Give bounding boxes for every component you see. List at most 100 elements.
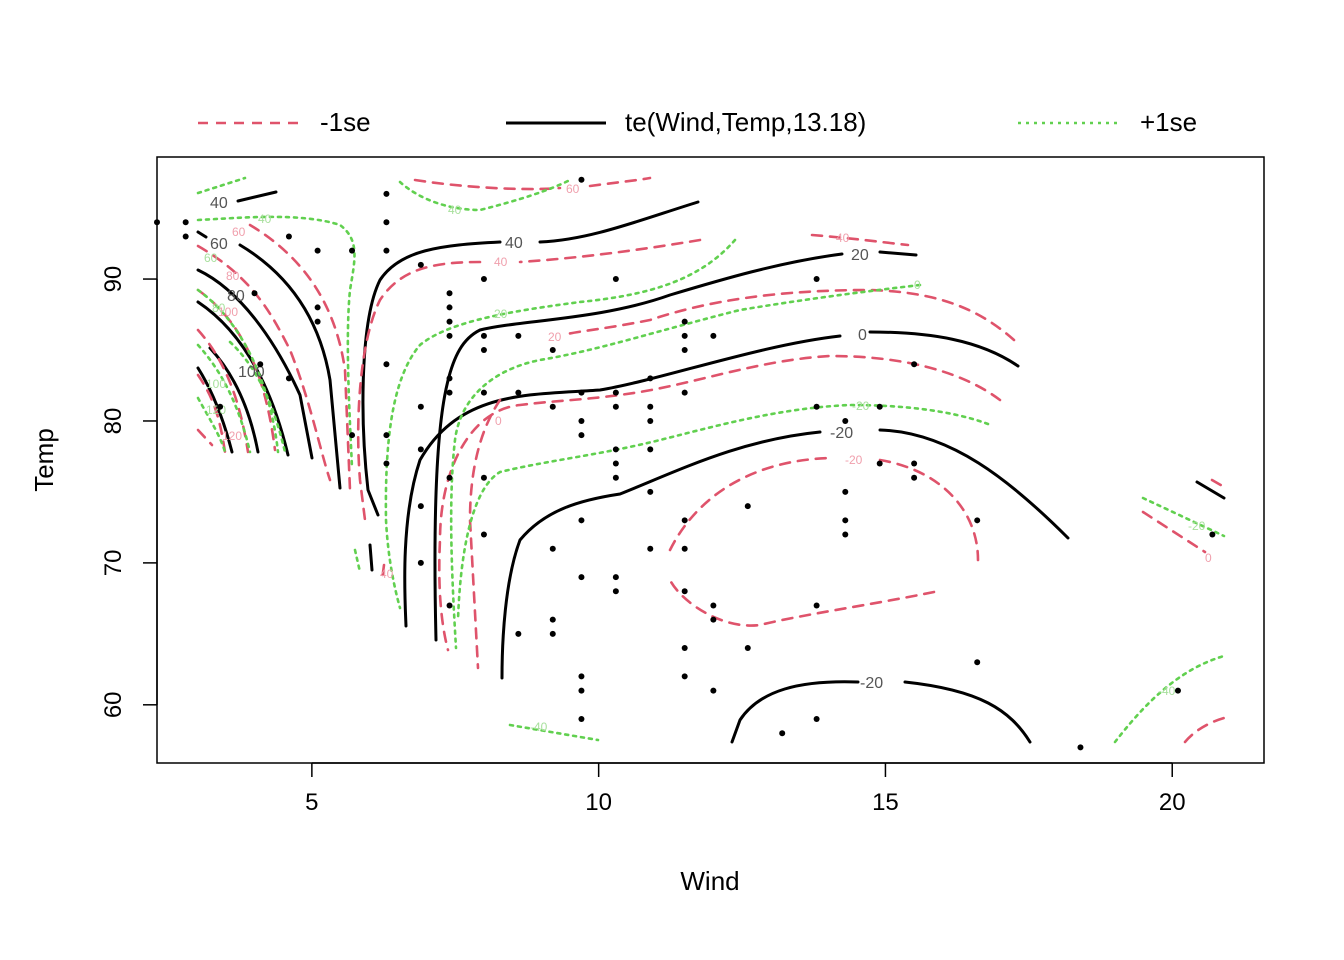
data-point: [257, 361, 264, 368]
minus1se-contour-line: [668, 456, 980, 627]
minus1se-contour-line: [1183, 716, 1226, 744]
fit-contour-line: [208, 346, 260, 454]
data-point: [578, 389, 585, 396]
data-point: [446, 602, 453, 609]
data-point: [974, 659, 981, 666]
data-point: [515, 630, 522, 637]
data-point: [417, 559, 424, 566]
minus1se-contour-line: [563, 288, 1016, 342]
data-point: [612, 588, 619, 595]
data-point: [842, 488, 849, 495]
contour-label: -40: [1158, 684, 1176, 698]
contour-label: 100: [238, 364, 265, 381]
plus1se-contour-line: [1141, 496, 1226, 538]
data-point: [480, 531, 487, 538]
contour-label: 40: [448, 203, 462, 217]
plus1se-contour-line: [508, 723, 600, 742]
minus1se-contours: [196, 176, 1228, 744]
data-point: [314, 318, 321, 325]
data-point: [446, 290, 453, 297]
y-tick-label: 80: [100, 408, 127, 435]
data-point: [578, 517, 585, 524]
fit-contour-line: [500, 428, 1070, 680]
data-point: [813, 716, 820, 723]
data-point: [813, 403, 820, 410]
data-points: [154, 176, 1216, 751]
minus1se-contour-line: [196, 428, 214, 447]
contour-label: 100: [218, 305, 238, 319]
minus1se-contour-line: [356, 238, 702, 522]
data-point: [647, 446, 654, 453]
data-point: [349, 432, 356, 439]
minus1se-contour-line: [413, 176, 652, 191]
data-point: [417, 403, 424, 410]
data-point: [549, 630, 556, 637]
data-point: [251, 290, 258, 297]
contour-label: 120: [206, 403, 226, 417]
contour-label: 0: [858, 327, 867, 344]
plus1se-contour-line: [196, 176, 247, 195]
fit-contour-line: [238, 243, 342, 490]
data-point: [681, 588, 688, 595]
data-point: [842, 517, 849, 524]
minus1se-contour-labels: 60 80 100 120 60 40 40 20 0 -20 0 40: [218, 182, 1212, 581]
data-point: [612, 446, 619, 453]
data-point: [681, 673, 688, 680]
data-point: [681, 517, 688, 524]
contour-label: 20: [548, 330, 562, 344]
contour-label: 40: [258, 212, 272, 226]
data-point: [710, 332, 717, 339]
data-point: [842, 417, 849, 424]
y-tick-label: 60: [100, 691, 127, 718]
data-point: [480, 389, 487, 396]
data-point: [710, 687, 717, 694]
data-point: [647, 375, 654, 382]
x-tick-label: 20: [1159, 789, 1186, 816]
data-point: [876, 460, 883, 467]
plus1se-contour-line: [384, 238, 737, 610]
plus1se-contour-line: [196, 343, 252, 454]
data-point: [647, 545, 654, 552]
contour-label: 0: [1205, 551, 1212, 565]
data-point: [974, 517, 981, 524]
plus1se-contour-line: [449, 283, 922, 650]
fit-contour-line: [196, 230, 208, 239]
plus1se-contour-line: [353, 548, 362, 574]
data-point: [383, 361, 390, 368]
minus1se-contour-line: [196, 373, 227, 454]
data-point: [681, 389, 688, 396]
contour-label: 20: [851, 247, 869, 264]
data-point: [647, 488, 654, 495]
y-axis-label: Temp: [29, 428, 59, 492]
data-point: [314, 304, 321, 311]
y-tick-label: 70: [100, 550, 127, 577]
data-point: [647, 417, 654, 424]
fit-contour-line: [196, 268, 314, 460]
data-point: [813, 602, 820, 609]
fit-contour-line: [403, 330, 1020, 628]
data-point: [842, 531, 849, 538]
x-tick-label: 5: [305, 789, 318, 816]
data-point: [911, 460, 918, 467]
data-point: [446, 389, 453, 396]
plus1se-contour-line: [398, 178, 572, 212]
minus1se-contour-line: [437, 354, 1002, 652]
data-point: [383, 219, 390, 226]
plus1se-contour-labels: 40 40 60 80 100 120 20 0 -20 -20 -40 -40: [204, 203, 1206, 734]
data-point: [383, 190, 390, 197]
plus1se-contour-line: [456, 403, 990, 622]
minus1se-contour-line: [248, 223, 352, 492]
minus1se-contour-line: [196, 244, 332, 482]
data-point: [612, 474, 619, 481]
data-point: [446, 304, 453, 311]
data-point: [515, 332, 522, 339]
contour-label: -20: [830, 425, 853, 442]
data-point: [217, 403, 224, 410]
data-point: [681, 347, 688, 354]
data-point: [681, 332, 688, 339]
data-point: [744, 645, 751, 652]
data-point: [285, 233, 292, 240]
data-point: [480, 347, 487, 354]
minus1se-contour-line: [1210, 478, 1228, 490]
